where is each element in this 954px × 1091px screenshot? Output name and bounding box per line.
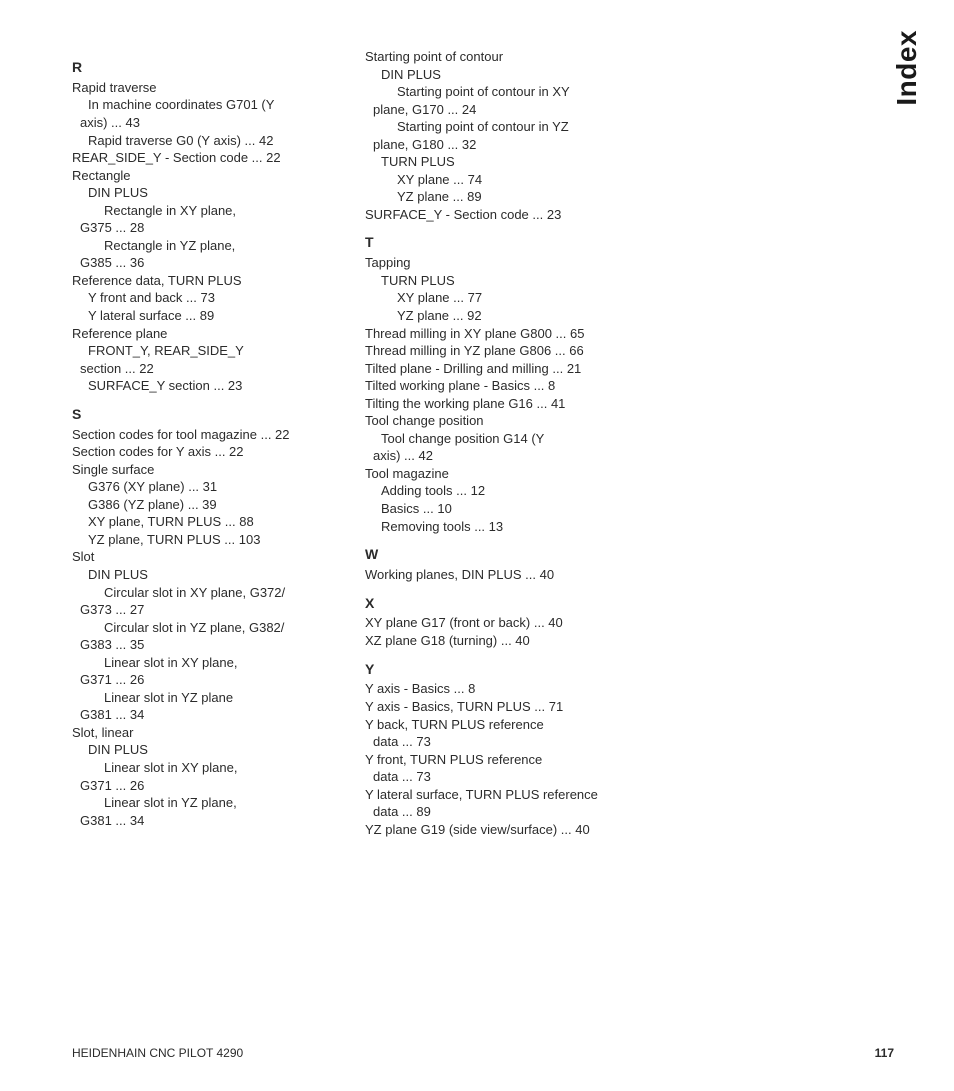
index-entry: axis) ... 42: [365, 447, 640, 465]
index-entry: G383 ... 35: [72, 636, 347, 654]
index-entry: SURFACE_Y section ... 23: [72, 377, 347, 395]
index-entry: Tool magazine: [365, 465, 640, 483]
index-entry: In machine coordinates G701 (Y: [72, 96, 347, 114]
index-entry: G381 ... 34: [72, 812, 347, 830]
index-entry: G386 (YZ plane) ... 39: [72, 496, 347, 514]
index-entry: Y lateral surface, TURN PLUS reference: [365, 786, 640, 804]
index-entry: Removing tools ... 13: [365, 518, 640, 536]
index-entry: Y front, TURN PLUS reference: [365, 751, 640, 769]
index-entry: Tool change position G14 (Y: [365, 430, 640, 448]
index-entry: Y back, TURN PLUS reference: [365, 716, 640, 734]
index-entry: XY plane, TURN PLUS ... 88: [72, 513, 347, 531]
index-entry: YZ plane ... 92: [365, 307, 640, 325]
index-entry: Starting point of contour in XY: [365, 83, 640, 101]
index-entry: Y axis - Basics, TURN PLUS ... 71: [365, 698, 640, 716]
index-entry: Working planes, DIN PLUS ... 40: [365, 566, 640, 584]
index-entry: Section codes for tool magazine ... 22: [72, 426, 347, 444]
index-entry: TURN PLUS: [365, 153, 640, 171]
index-entry: TURN PLUS: [365, 272, 640, 290]
index-entry: YZ plane G19 (side view/surface) ... 40: [365, 821, 640, 839]
index-entry: REAR_SIDE_Y - Section code ... 22: [72, 149, 347, 167]
index-entry: Linear slot in YZ plane,: [72, 794, 347, 812]
index-entry: plane, G170 ... 24: [365, 101, 640, 119]
index-entry: Slot, linear: [72, 724, 347, 742]
index-entry: data ... 73: [365, 733, 640, 751]
index-entry: Reference data, TURN PLUS: [72, 272, 347, 290]
column-2: Starting point of contour DIN PLUS Start…: [365, 48, 640, 838]
index-entry: FRONT_Y, REAR_SIDE_Y: [72, 342, 347, 360]
side-title: Index: [888, 30, 926, 106]
page-number: 117: [875, 1045, 894, 1061]
index-entry: Rectangle in YZ plane,: [72, 237, 347, 255]
letter-x: X: [365, 594, 640, 613]
page: Index R Rapid traverse In machine coordi…: [0, 0, 954, 1091]
index-entry: Linear slot in YZ plane: [72, 689, 347, 707]
index-entry: G375 ... 28: [72, 219, 347, 237]
index-columns: R Rapid traverse In machine coordinates …: [72, 48, 894, 838]
index-entry: Y axis - Basics ... 8: [365, 680, 640, 698]
index-entry: Starting point of contour: [365, 48, 640, 66]
index-entry: data ... 89: [365, 803, 640, 821]
index-entry: G371 ... 26: [72, 671, 347, 689]
index-entry: Rectangle: [72, 167, 347, 185]
index-entry: Tilting the working plane G16 ... 41: [365, 395, 640, 413]
index-entry: Linear slot in XY plane,: [72, 759, 347, 777]
index-entry: XY plane G17 (front or back) ... 40: [365, 614, 640, 632]
letter-s: S: [72, 405, 347, 424]
index-entry: XZ plane G18 (turning) ... 40: [365, 632, 640, 650]
index-entry: Thread milling in YZ plane G806 ... 66: [365, 342, 640, 360]
index-entry: Circular slot in YZ plane, G382/: [72, 619, 347, 637]
index-entry: YZ plane, TURN PLUS ... 103: [72, 531, 347, 549]
index-entry: Adding tools ... 12: [365, 482, 640, 500]
index-entry: DIN PLUS: [365, 66, 640, 84]
index-entry: G385 ... 36: [72, 254, 347, 272]
index-entry: DIN PLUS: [72, 184, 347, 202]
index-entry: G376 (XY plane) ... 31: [72, 478, 347, 496]
index-entry: SURFACE_Y - Section code ... 23: [365, 206, 640, 224]
index-entry: data ... 73: [365, 768, 640, 786]
footer: HEIDENHAIN CNC PILOT 4290 117: [72, 1045, 894, 1061]
index-entry: plane, G180 ... 32: [365, 136, 640, 154]
index-entry: Basics ... 10: [365, 500, 640, 518]
index-entry: Linear slot in XY plane,: [72, 654, 347, 672]
index-entry: Tapping: [365, 254, 640, 272]
index-entry: Tilted plane - Drilling and milling ... …: [365, 360, 640, 378]
index-entry: XY plane ... 74: [365, 171, 640, 189]
index-entry: Rapid traverse G0 (Y axis) ... 42: [72, 132, 347, 150]
index-entry: Y lateral surface ... 89: [72, 307, 347, 325]
index-entry: Reference plane: [72, 325, 347, 343]
index-entry: G373 ... 27: [72, 601, 347, 619]
column-1: R Rapid traverse In machine coordinates …: [72, 48, 347, 838]
index-entry: Rectangle in XY plane,: [72, 202, 347, 220]
index-entry: Tilted working plane - Basics ... 8: [365, 377, 640, 395]
index-entry: Y front and back ... 73: [72, 289, 347, 307]
letter-t: T: [365, 233, 640, 252]
index-entry: G381 ... 34: [72, 706, 347, 724]
index-entry: G371 ... 26: [72, 777, 347, 795]
index-entry: DIN PLUS: [72, 566, 347, 584]
index-entry: Rapid traverse: [72, 79, 347, 97]
index-entry: axis) ... 43: [72, 114, 347, 132]
index-entry: Circular slot in XY plane, G372/: [72, 584, 347, 602]
index-entry: Slot: [72, 548, 347, 566]
index-entry: Tool change position: [365, 412, 640, 430]
letter-y: Y: [365, 660, 640, 679]
index-entry: Thread milling in XY plane G800 ... 65: [365, 325, 640, 343]
index-entry: Starting point of contour in YZ: [365, 118, 640, 136]
footer-text: HEIDENHAIN CNC PILOT 4290: [72, 1045, 243, 1061]
index-entry: DIN PLUS: [72, 741, 347, 759]
index-entry: Section codes for Y axis ... 22: [72, 443, 347, 461]
index-entry: XY plane ... 77: [365, 289, 640, 307]
index-entry: YZ plane ... 89: [365, 188, 640, 206]
index-entry: section ... 22: [72, 360, 347, 378]
letter-r: R: [72, 58, 347, 77]
index-entry: Single surface: [72, 461, 347, 479]
letter-w: W: [365, 545, 640, 564]
